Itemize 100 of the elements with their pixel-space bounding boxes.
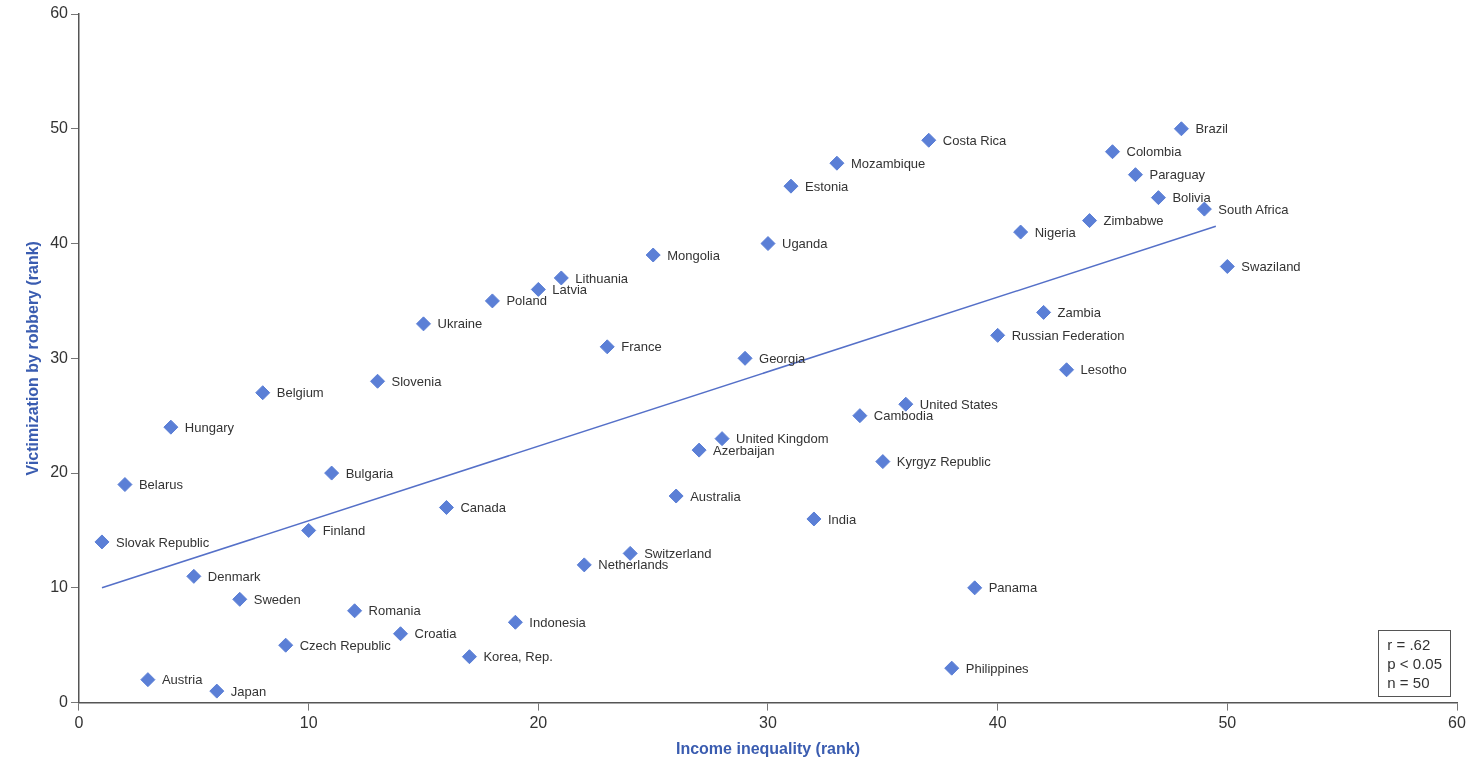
data-label: Bolivia <box>1172 190 1212 206</box>
data-label: Estonia <box>804 178 850 194</box>
data-label: Uganda <box>782 236 829 252</box>
point <box>852 408 868 424</box>
point <box>1013 224 1029 240</box>
point <box>370 373 386 389</box>
data-label: Brazil <box>1195 121 1229 137</box>
data-label: Canada <box>460 500 507 516</box>
data-label: Indonesia <box>529 614 587 630</box>
point <box>645 247 661 263</box>
data-label: Philippines <box>965 660 1030 676</box>
data-label: Korea, Rep. <box>483 649 553 665</box>
point <box>622 545 638 561</box>
point <box>484 293 500 309</box>
data-label: Denmark <box>207 568 262 584</box>
point <box>117 477 133 493</box>
point <box>507 614 523 630</box>
point <box>255 385 271 401</box>
data-label: Ukraine <box>437 316 483 332</box>
data-label: Romania <box>368 603 422 619</box>
point <box>737 350 753 366</box>
annotation: n = 50 <box>1387 672 1431 692</box>
point <box>324 465 340 481</box>
data-label: Panama <box>988 580 1038 596</box>
data-label: South Africa <box>1218 201 1290 217</box>
x-tick-label: 40 <box>988 713 1007 731</box>
point <box>438 500 454 515</box>
point <box>1127 167 1143 183</box>
data-label: Mongolia <box>667 247 721 263</box>
point <box>944 660 960 676</box>
point <box>1059 362 1075 378</box>
point <box>668 488 684 504</box>
x-tick-label: 0 <box>74 713 84 731</box>
data-label: Mozambique <box>850 155 926 171</box>
y-axis-title: Victimization by robbery (rank) <box>24 241 42 476</box>
point <box>94 534 110 550</box>
point <box>1196 201 1212 217</box>
point <box>1082 213 1098 229</box>
data-label: Zambia <box>1057 304 1102 320</box>
y-tick-label: 30 <box>50 348 69 366</box>
data-label: Russian Federation <box>1011 327 1125 343</box>
data-label: Georgia <box>759 350 807 366</box>
point <box>209 683 225 699</box>
point <box>691 442 707 458</box>
point <box>461 649 477 665</box>
data-label: Swaziland <box>1241 259 1301 275</box>
data-label: Bulgaria <box>345 465 395 481</box>
point <box>829 155 845 171</box>
data-label: Zimbabwe <box>1103 213 1164 229</box>
x-tick-label: 50 <box>1218 713 1237 731</box>
point <box>898 396 914 412</box>
data-label: Austria <box>161 672 204 688</box>
x-tick-label: 30 <box>759 713 777 731</box>
point <box>278 637 294 653</box>
point <box>347 603 363 619</box>
point <box>967 580 983 596</box>
data-label: France <box>621 339 662 355</box>
point <box>599 339 615 355</box>
point <box>576 557 592 573</box>
point <box>783 178 799 194</box>
point <box>163 419 179 435</box>
y-tick-label: 50 <box>50 119 69 137</box>
data-label: Poland <box>506 293 547 309</box>
data-label: Slovak Republic <box>115 534 210 550</box>
data-label: Australia <box>690 488 742 504</box>
data-label: Croatia <box>414 626 458 642</box>
data-label: Japan <box>230 683 267 699</box>
data-label: Czech Republic <box>299 637 392 653</box>
data-label: Hungary <box>184 419 235 435</box>
x-tick-label: 10 <box>299 713 318 731</box>
data-label: Sweden <box>253 591 301 607</box>
data-label: Finland <box>322 523 366 539</box>
y-tick-label: 60 <box>50 4 69 22</box>
y-tick-label: 20 <box>50 463 69 481</box>
point <box>186 568 202 584</box>
data-label: Lesotho <box>1080 362 1127 378</box>
y-tick-label: 0 <box>59 693 69 711</box>
data-label: Belarus <box>138 477 184 493</box>
point <box>1150 190 1166 206</box>
point <box>1173 121 1189 137</box>
data-label: India <box>827 511 857 527</box>
point <box>875 454 891 470</box>
annotation: p < 0.05 <box>1387 653 1442 673</box>
point <box>1219 258 1235 274</box>
y-tick-label: 10 <box>50 578 69 596</box>
point <box>1036 304 1052 320</box>
annotation: r = .62 <box>1387 634 1432 654</box>
point <box>1105 144 1120 160</box>
x-tick-label: 60 <box>1448 713 1466 731</box>
x-tick-label: 20 <box>529 713 548 731</box>
data-label: Nigeria <box>1034 224 1077 240</box>
data-label: Kyrgyz Republic <box>896 454 992 470</box>
data-label: Colombia <box>1126 144 1183 160</box>
point <box>921 132 937 148</box>
point <box>140 672 156 688</box>
x-axis-title: Income inequality (rank) <box>675 739 861 757</box>
point <box>232 591 248 607</box>
point <box>714 431 730 447</box>
point <box>990 327 1006 343</box>
point <box>806 511 822 527</box>
